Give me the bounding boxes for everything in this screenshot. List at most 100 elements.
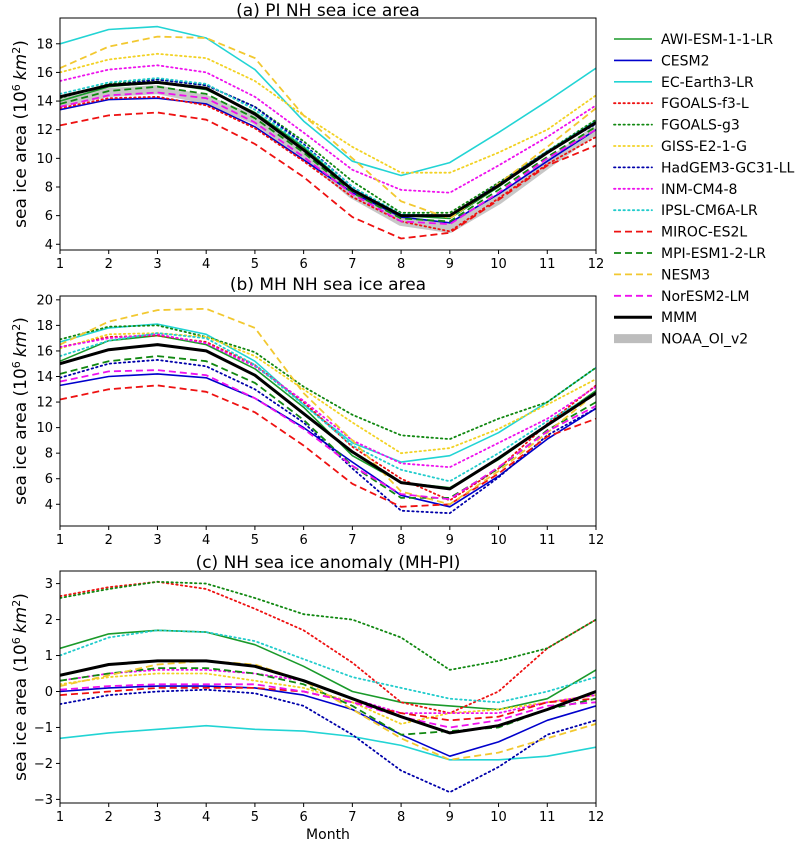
y-axis-label: sea ice area (106 km2) — [10, 593, 31, 781]
y-tick-label: 0 — [45, 685, 53, 700]
x-tick-label: 1 — [56, 257, 64, 272]
y-tick-label: 12 — [36, 123, 53, 138]
legend-label-fgoals-g3: FGOALS-g3 — [661, 118, 740, 134]
y-axis-label-part: 6 — [10, 361, 23, 368]
x-tick-label: 1 — [56, 533, 64, 548]
legend-label-awi-esm-1-1-lr: AWI-ESM-1-1-LR — [661, 32, 773, 48]
series-line-ec-earth3-lr — [60, 724, 596, 761]
plot-frame — [59, 17, 597, 251]
series-line-miroc-es2l — [60, 384, 596, 508]
series-line-hadgem3-gc31-ll — [60, 358, 596, 515]
x-tick-label: 12 — [588, 533, 605, 548]
y-axis-label-part: ) — [11, 593, 31, 600]
y-axis-label-part: km — [11, 54, 31, 80]
y-tick-label: 12 — [36, 396, 53, 411]
x-tick-label: 11 — [539, 257, 556, 272]
legend-label-miroc-es2l: MIROC-ES2L — [661, 225, 747, 241]
legend-label-mmm: MMM — [661, 310, 697, 326]
plot-frame — [59, 295, 597, 527]
y-axis-label: sea ice area (106 km2) — [10, 317, 31, 505]
x-tick-label: 9 — [446, 533, 454, 548]
y-axis-label-part: 6 — [10, 637, 23, 644]
y-tick-label: −1 — [34, 721, 53, 736]
panel-title: (c) NH sea ice anomaly (MH-PI) — [196, 553, 461, 573]
y-axis-label-part: sea ice area (10 — [11, 91, 31, 228]
y-tick-label: 6 — [45, 209, 53, 224]
x-tick-label: 6 — [299, 257, 307, 272]
series-line-inm-cm4-8 — [60, 669, 596, 714]
x-tick-label: 7 — [348, 257, 356, 272]
y-tick-label: 4 — [45, 238, 53, 253]
series-line-miroc-es2l — [60, 111, 596, 240]
y-tick-label: −2 — [34, 757, 53, 772]
series-line-mmm — [60, 659, 596, 735]
series-line-giss-e2-1-g — [60, 332, 596, 455]
series-line-mpi-esm1-2-lr — [60, 355, 596, 499]
series-line-mmm — [60, 80, 596, 218]
series-group — [60, 25, 596, 240]
series-line-nesm3 — [60, 35, 596, 220]
y-tick-label: 2 — [45, 613, 53, 628]
y-tick-label: 14 — [36, 95, 53, 110]
x-tick-label: 2 — [105, 257, 113, 272]
x-tick-label: 11 — [539, 533, 556, 548]
y-axis-label-part: ) — [11, 40, 31, 47]
legend-label-hadgem3-gc31-ll: HadGEM3-GC31-LL — [661, 160, 795, 176]
x-tick-label: 9 — [446, 810, 454, 825]
y-axis-label-part: 2 — [10, 324, 23, 331]
panel-title: (b) MH NH sea ice area — [230, 275, 426, 295]
x-tick-label: 4 — [202, 810, 210, 825]
x-tick-label: 2 — [105, 533, 113, 548]
legend-label-inm-cm4-8: INM-CM4-8 — [661, 182, 737, 198]
x-tick-label: 4 — [202, 533, 210, 548]
y-tick-label: 16 — [36, 344, 53, 359]
y-axis-label: sea ice area (106 km2) — [10, 40, 31, 228]
series-line-giss-e2-1-g — [60, 52, 596, 174]
series-line-noresm2-lm — [60, 683, 596, 729]
series-line-mpi-esm1-2-lr — [60, 85, 596, 223]
y-axis-label-part: 2 — [10, 600, 23, 607]
y-axis-label-part: 2 — [10, 47, 23, 54]
y-axis-label-part: km — [11, 331, 31, 357]
y-axis-label-part: sea ice area (10 — [11, 644, 31, 781]
series-line-fgoals-g3 — [60, 324, 596, 441]
y-tick-label: 1 — [45, 649, 53, 664]
x-tick-label: 10 — [490, 810, 507, 825]
x-tick-label: 6 — [299, 810, 307, 825]
series-line-inm-cm4-8 — [60, 64, 596, 194]
series-line-ec-earth3-lr — [60, 25, 596, 177]
x-tick-label: 3 — [153, 810, 161, 825]
x-tick-label: 12 — [588, 810, 605, 825]
series-line-ipsl-cm6a-lr — [60, 629, 596, 704]
series-line-inm-cm4-8 — [60, 333, 596, 469]
y-axis-label-part: ) — [11, 317, 31, 324]
legend: AWI-ESM-1-1-LR CESM2 EC-Earth3-LR FGOALS-f3… — [613, 32, 795, 348]
x-tick-label: 8 — [397, 257, 405, 272]
x-tick-label: 12 — [588, 257, 605, 272]
plot-frame — [59, 570, 597, 804]
y-axis-label-part: 6 — [10, 84, 23, 91]
series-line-cesm2 — [60, 685, 596, 758]
series-line-fgoals-f3-l — [60, 95, 596, 233]
series-line-hadgem3-gc31-ll — [60, 688, 596, 794]
series-line-nesm3 — [60, 307, 596, 506]
series-line-fgoals-g3 — [60, 580, 596, 671]
series-line-noresm2-lm — [60, 91, 596, 226]
x-tick-label: 3 — [153, 533, 161, 548]
series-line-cesm2 — [60, 97, 596, 224]
y-axis-label-part: km — [11, 607, 31, 633]
y-tick-label: 8 — [45, 180, 53, 195]
y-tick-label: −3 — [34, 793, 53, 808]
x-tick-label: 8 — [397, 533, 405, 548]
series-group — [60, 307, 596, 515]
x-tick-label: 10 — [490, 533, 507, 548]
x-tick-label: 8 — [397, 810, 405, 825]
series-line-nesm3 — [60, 660, 596, 761]
legend-label-noresm2-lm: NorESM2-LM — [661, 289, 749, 305]
legend-label-cesm2: CESM2 — [661, 53, 710, 69]
series-group — [60, 580, 596, 794]
